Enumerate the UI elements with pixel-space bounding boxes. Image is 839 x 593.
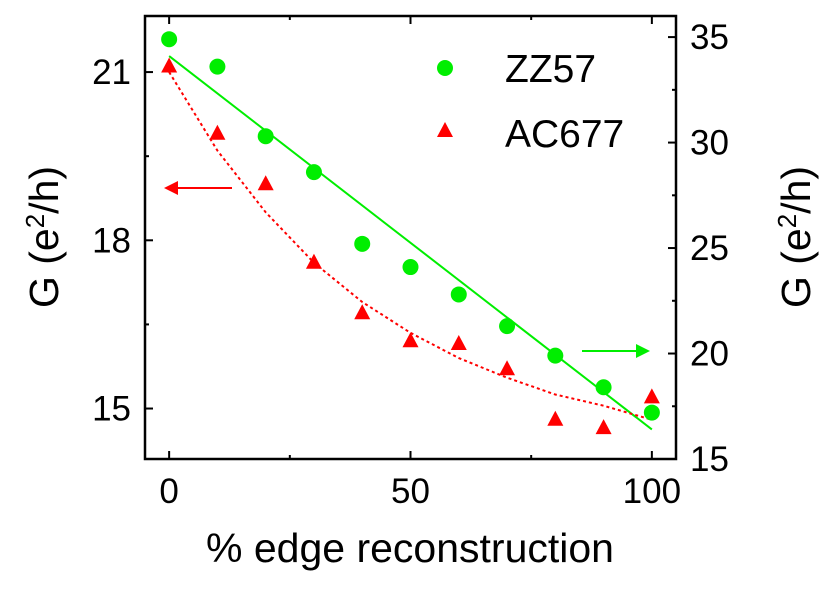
zz57-point	[450, 286, 467, 303]
plot-frame	[143, 14, 678, 461]
zz57-point	[547, 347, 564, 364]
ac677-fit-line	[168, 71, 653, 421]
legend-label-zz57: ZZ57	[505, 48, 596, 91]
y-right-title-tail: /h)	[773, 166, 819, 214]
ac677-point	[161, 57, 178, 73]
zz57-point	[209, 58, 226, 75]
legend: ZZ57 AC677	[437, 48, 624, 156]
y-left-tick-label: 18	[92, 221, 131, 260]
y-left-tick-label: 21	[92, 53, 131, 92]
y-axis-title-left: G (e2/h)	[20, 166, 67, 308]
x-tick-label: 50	[391, 472, 430, 511]
y-left-title-base: G (e	[21, 228, 67, 308]
y-axis-title-right: G (e2/h)	[772, 166, 819, 308]
zz57-point	[257, 128, 274, 145]
markers-layer	[161, 31, 660, 435]
ac677-point	[547, 410, 564, 426]
y-right-tick-label: 25	[690, 229, 729, 268]
ac677-point	[595, 419, 612, 435]
zz57-point	[402, 259, 419, 276]
ac677-point	[499, 360, 516, 376]
y-right-tick-label: 35	[690, 18, 729, 57]
ac677-point	[450, 335, 467, 351]
x-tick-label: 0	[159, 472, 178, 511]
zz57-point	[643, 404, 660, 421]
legend-marker-ac677	[437, 122, 453, 137]
y-left-title-tail: /h)	[21, 166, 67, 214]
right-axis-arrow	[582, 344, 650, 358]
zz57-point	[595, 379, 612, 396]
x-tick-label: 100	[623, 472, 681, 511]
ac677-point	[354, 304, 371, 320]
y-right-tick-label: 30	[690, 124, 729, 163]
ac677-point	[209, 124, 226, 140]
zz57-point	[305, 164, 322, 181]
ac677-point	[402, 332, 419, 348]
zz57-point	[161, 31, 178, 48]
ac677-point	[257, 175, 274, 191]
legend-marker-zz57	[437, 60, 453, 76]
ac677-point	[305, 253, 322, 269]
y-right-tick-label: 20	[690, 335, 729, 374]
ac677-point	[643, 388, 660, 404]
y-right-tick-label: 15	[690, 440, 729, 479]
y-right-title-base: G (e	[773, 228, 819, 308]
y-left-title-sup: 2	[20, 214, 50, 228]
y-right-title-sup: 2	[772, 214, 802, 228]
y-left-tick-label: 15	[92, 390, 131, 429]
zz57-fit-line	[168, 55, 653, 431]
zz57-point	[499, 318, 516, 335]
x-axis-title: % edge reconstruction	[206, 525, 614, 571]
left-axis-arrow	[164, 181, 232, 195]
zz57-point	[354, 235, 371, 252]
fits-layer	[168, 55, 653, 431]
legend-label-ac677: AC677	[505, 113, 624, 156]
